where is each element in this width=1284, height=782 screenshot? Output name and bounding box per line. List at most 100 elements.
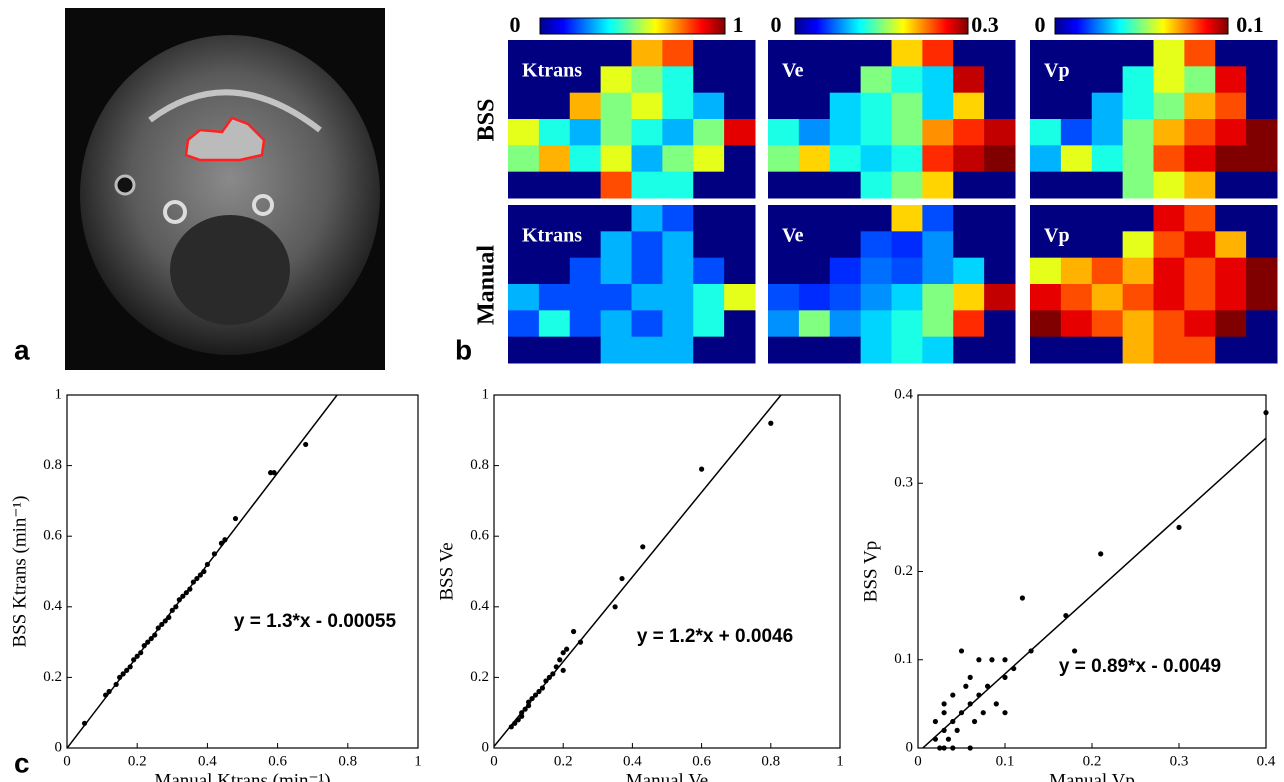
heatmap-cell	[829, 231, 862, 259]
heatmap-cell	[1215, 145, 1247, 173]
anatomy-muscle	[148, 89, 322, 133]
heatmap-cell	[508, 257, 540, 285]
heatmap-cell	[538, 257, 571, 285]
data-point	[612, 604, 618, 610]
heatmap-cell	[600, 336, 632, 364]
data-point	[532, 692, 539, 698]
data-point	[539, 685, 546, 691]
heatmap: Ktrans	[508, 205, 756, 364]
heatmap-cell	[631, 336, 663, 364]
heatmap-cell	[600, 284, 632, 311]
heatmap-cell	[1091, 205, 1124, 232]
heatmap-cell	[538, 40, 571, 67]
data-point	[557, 657, 563, 663]
heatmap-cell	[829, 257, 862, 285]
data-point	[508, 724, 514, 730]
data-point	[152, 632, 158, 638]
heatmap-cell	[1091, 40, 1124, 67]
data-point	[141, 643, 147, 649]
data-point	[967, 674, 973, 681]
data-point	[1176, 524, 1182, 530]
heatmap-cell	[891, 66, 923, 94]
y-tick-label: 0.4	[43, 598, 62, 614]
heatmap-cell	[1184, 284, 1216, 311]
heatmap-cell	[662, 171, 694, 199]
heatmap-cell	[1030, 40, 1062, 67]
heatmap-cell	[631, 92, 663, 120]
heatmap: Vp 0 0.1	[1030, 12, 1278, 199]
data-point	[1098, 551, 1104, 557]
heatmap-cell	[724, 145, 756, 173]
heatmap-cell	[768, 66, 800, 94]
heatmap-cell	[798, 92, 831, 120]
data-point	[640, 544, 646, 550]
heatmap-cell	[538, 145, 571, 173]
data-point	[993, 701, 999, 707]
heatmap-cell	[569, 310, 602, 338]
heatmap-cell	[922, 40, 954, 67]
heatmap-cell	[1215, 336, 1247, 364]
heatmap-cell	[1153, 205, 1185, 232]
heatmap-cell	[798, 284, 831, 311]
heatmap-cell	[1030, 257, 1062, 285]
x-tick-label: 0	[63, 753, 71, 769]
vessel	[252, 194, 274, 216]
heatmap-cell	[693, 205, 725, 232]
heatmap-cell	[829, 284, 862, 311]
heatmap-cell	[953, 119, 985, 146]
heatmap-cell	[1215, 92, 1247, 120]
data-point	[543, 678, 549, 684]
data-point	[197, 572, 203, 578]
vessel	[163, 200, 187, 224]
data-point	[941, 701, 947, 707]
data-point	[180, 593, 186, 599]
data-point	[529, 695, 535, 702]
heatmap-cell	[1215, 171, 1247, 199]
data-point	[553, 664, 559, 670]
data-point	[536, 688, 542, 695]
heatmap-cell	[1122, 145, 1154, 173]
panel-label: b	[455, 334, 472, 365]
heatmap-cell	[891, 92, 923, 120]
y-tick-label: 1	[482, 386, 490, 402]
data-point	[560, 650, 566, 656]
heatmap-cell	[724, 284, 756, 311]
heatmap-cell	[538, 336, 571, 364]
heatmap-cell	[953, 145, 985, 173]
heatmap-cell	[569, 171, 602, 199]
data-point	[560, 667, 566, 673]
heatmap-cell	[662, 336, 694, 364]
data-point	[103, 692, 109, 698]
fit-line	[921, 437, 1266, 748]
colorbar-max-label: 1	[733, 12, 744, 37]
y-tick-label: 0	[55, 739, 63, 755]
heatmap-cell	[662, 284, 694, 311]
heatmap-cell	[693, 257, 725, 285]
mri-image	[65, 8, 385, 370]
y-tick-label: 0.4	[470, 598, 489, 614]
x-tick-label: 0.2	[1083, 753, 1102, 769]
data-point	[124, 667, 130, 673]
heatmap-cell	[829, 336, 862, 364]
data-point	[619, 575, 625, 582]
data-point	[570, 628, 577, 635]
data-point	[958, 710, 965, 716]
heatmap-cell	[569, 231, 602, 259]
heatmap-cell	[922, 205, 954, 232]
heatmap-cell	[922, 310, 954, 338]
x-tick-label: 0.2	[128, 753, 147, 769]
data-point	[980, 710, 986, 716]
heatmap-cell	[1153, 145, 1185, 173]
data-point	[1028, 648, 1034, 654]
heatmap-cell	[1122, 284, 1154, 311]
data-point	[211, 551, 218, 557]
heatmap-cell	[508, 92, 540, 120]
heatmap-cell	[829, 40, 862, 67]
heatmap: Vp	[1030, 205, 1278, 364]
heatmap-cell	[768, 119, 800, 146]
heatmap-cell	[1030, 205, 1062, 232]
heatmap-cell	[538, 66, 571, 94]
heatmap-cell	[891, 257, 923, 285]
heatmap-cell	[1153, 66, 1185, 94]
